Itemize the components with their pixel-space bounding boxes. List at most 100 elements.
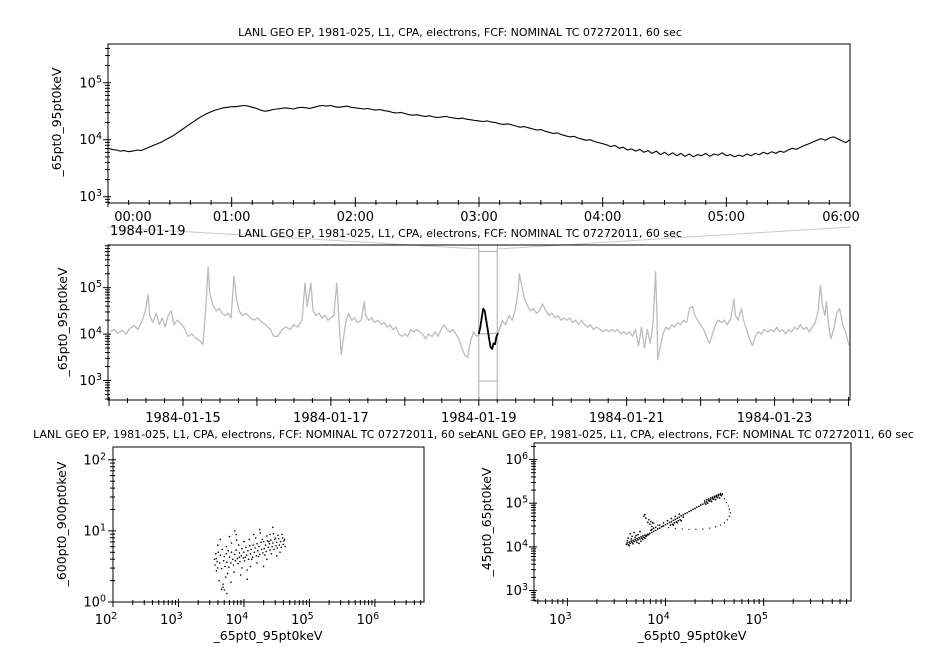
scatter-point (273, 538, 276, 541)
scatter-point (264, 544, 267, 546)
scatter-point (676, 522, 679, 524)
scatter-point (670, 520, 673, 523)
scatter-point (241, 547, 243, 550)
scatter-point (274, 537, 277, 539)
scatter-point (638, 536, 640, 539)
scatter-point (224, 576, 227, 578)
panel4-x-axis-label[interactable]: _65pt0_95pt0keV (637, 628, 747, 643)
scatter-point-dotted (719, 524, 722, 526)
scatter-point (258, 553, 261, 556)
scatter-point (265, 550, 268, 553)
panel4-title: LANL GEO EP, 1981-025, L1, CPA, electron… (470, 428, 914, 441)
scatter-point-dotted (723, 522, 726, 524)
scatter-point (708, 500, 711, 502)
scatter-point (283, 538, 286, 541)
scatter-point-dotted (709, 527, 711, 529)
scatter-point (686, 511, 688, 514)
scatter-point (215, 552, 217, 555)
x-tick-label: 1984-01-17 (293, 411, 369, 426)
scatter-point (636, 541, 638, 544)
scatter-point (639, 538, 641, 540)
scatter-point (632, 542, 634, 545)
scatter-point (259, 532, 262, 534)
scatter-point (707, 498, 710, 500)
scatter-point (254, 537, 257, 539)
scatter-point (243, 540, 245, 543)
scatter-point (251, 556, 254, 558)
scatter-point (261, 538, 264, 541)
scatter-point (637, 533, 639, 536)
scatter-point (658, 524, 661, 526)
scatter-point (239, 574, 242, 576)
scatter-point-dotted (667, 527, 670, 529)
scatter-point (235, 533, 237, 536)
scatter-point (249, 545, 251, 547)
scatter-point (251, 558, 253, 561)
scatter-point (223, 589, 226, 591)
scatter-point (284, 545, 287, 548)
scatter-point (703, 501, 706, 504)
scatter-point (652, 527, 655, 529)
scatter-point (720, 494, 723, 497)
scatter-point (218, 562, 221, 564)
scatter-point (632, 539, 634, 542)
scatter-point (650, 531, 653, 534)
scatter-point (254, 547, 256, 549)
y-tick-label: 104 (505, 538, 528, 555)
scatter-point (676, 517, 679, 519)
scatter-point (652, 530, 655, 533)
x-tick-label: 03:00 (460, 210, 497, 225)
scatter-point (656, 528, 659, 530)
zoom-data-curve (107, 104, 851, 158)
plot-area-scatter-45-65[interactable] (533, 442, 852, 602)
x-tick-label: 104 (226, 611, 249, 628)
x-tick-label: 104 (647, 611, 670, 628)
scatter-point (721, 493, 724, 495)
panel1-y-axis-label[interactable]: _65pt0_95pt0keV (49, 67, 64, 177)
scatter-point (243, 560, 246, 562)
scatter-point (630, 540, 633, 543)
x-tick-label: 103 (549, 611, 572, 628)
scatter-point (253, 533, 255, 536)
scatter-point (664, 523, 667, 526)
scatter-point (690, 509, 692, 512)
panel3-y-axis-label[interactable]: _600pt0_900pt0keV (54, 461, 69, 587)
scatter-point (219, 538, 222, 541)
scatter-point (248, 538, 250, 541)
scatter-point (639, 530, 641, 533)
scatter-point (257, 555, 260, 558)
scatter-point (213, 558, 216, 561)
plot-area-scatter-600-900[interactable] (112, 446, 425, 603)
x-tick-label: 06:00 (822, 210, 859, 225)
scatter-point (625, 543, 628, 546)
scatter-point (262, 540, 265, 543)
highlighted-interval-curve (477, 307, 499, 350)
scatter-point (282, 543, 285, 546)
scatter-point (650, 525, 653, 528)
plot-area-zoom-timeseries[interactable] (107, 43, 851, 204)
scatter-point (215, 569, 218, 572)
panel2-y-axis-label[interactable]: _65pt0_95pt0keV (55, 267, 70, 377)
scatter-point (276, 547, 279, 549)
scatter-point (239, 560, 241, 563)
panel3-x-axis-label[interactable]: _65pt0_95pt0keV (213, 628, 323, 643)
scatter-point (699, 504, 702, 506)
scatter-point-dotted (728, 508, 730, 510)
scatter-point (631, 535, 633, 538)
scatter-point (682, 514, 685, 516)
scatter-point (646, 534, 648, 537)
scatter-point (696, 506, 698, 509)
scatter-point (642, 538, 644, 541)
panel4-y-axis-label[interactable]: _45pt0_65pt0keV (479, 467, 494, 577)
scatter-point (715, 494, 718, 497)
plot-area-context-timeseries[interactable] (107, 244, 851, 401)
scatter-point (636, 537, 638, 540)
scatter-point (271, 545, 273, 548)
scatter-point (626, 542, 629, 544)
scatter-point (654, 529, 657, 532)
scatter-point (717, 494, 720, 497)
y-tick-label: 101 (83, 522, 106, 539)
scatter-point (222, 560, 225, 562)
scatter-point (266, 558, 268, 561)
x-tick-label: 02:00 (337, 210, 374, 225)
